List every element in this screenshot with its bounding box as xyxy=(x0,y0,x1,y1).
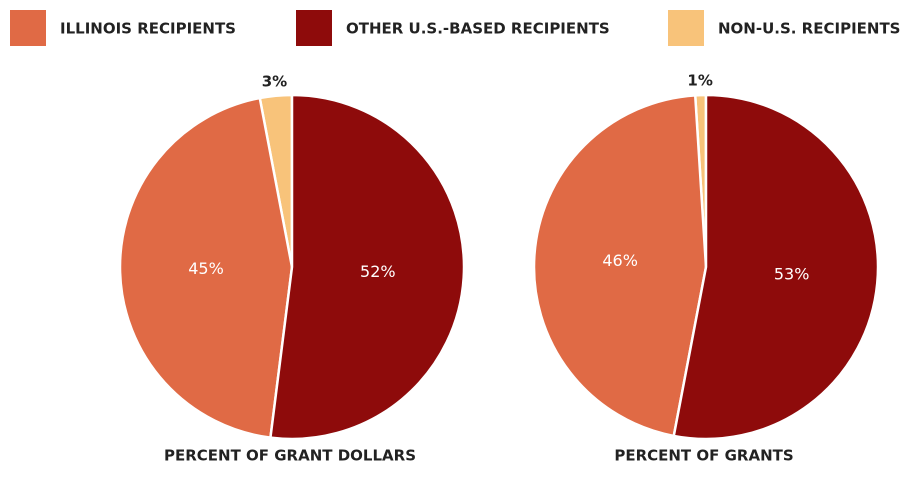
slice-label: 53% xyxy=(774,265,810,284)
legend-swatch xyxy=(296,10,332,46)
chart-title: PERCENT OF GRANT DOLLARS xyxy=(164,447,416,465)
pie-slice xyxy=(118,96,294,440)
pie-slice xyxy=(269,93,466,441)
slice-label: 45% xyxy=(188,259,224,278)
slice-label: 1% xyxy=(687,72,712,90)
pie-slice xyxy=(672,93,880,441)
legend-label: ILLINOIS RECIPIENTS xyxy=(60,20,236,38)
slice-label: 46% xyxy=(602,251,638,270)
legend-label: OTHER U.S.-BASED RECIPIENTS xyxy=(346,20,610,38)
legend-swatch xyxy=(668,10,704,46)
slice-label: 3% xyxy=(262,72,287,90)
legend-label: NON-U.S. RECIPIENTS xyxy=(718,20,900,38)
slice-label: 52% xyxy=(360,262,396,281)
legend-swatch xyxy=(10,10,46,46)
chart-title: PERCENT OF GRANTS xyxy=(614,447,793,465)
pie-slice xyxy=(532,94,708,438)
